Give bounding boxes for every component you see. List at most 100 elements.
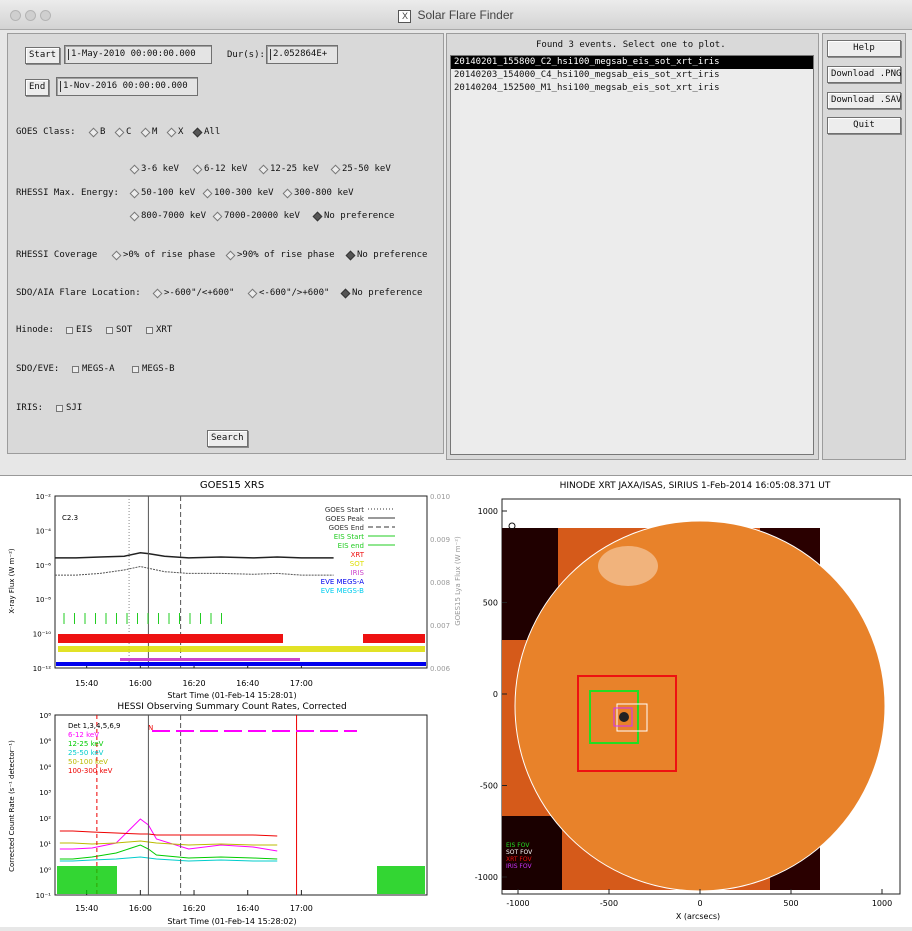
coverage-option-no-preference[interactable]: No preference bbox=[345, 250, 427, 260]
events-list[interactable]: 20140201_155800_C2_hsi100_megsab_eis_sot… bbox=[450, 55, 814, 455]
goes-x-tick-label: 16:40 bbox=[236, 679, 259, 688]
goes-y-tick-label: 10⁻² bbox=[36, 493, 52, 501]
zoom-window-button[interactable] bbox=[40, 10, 51, 21]
event-item[interactable]: 20140203_154000_C4_hsi100_megsab_eis_sot… bbox=[454, 70, 720, 80]
sot-obs-bar bbox=[58, 646, 425, 652]
hessi-xlabel: Start Time (01-Feb-14 15:28:02) bbox=[167, 917, 296, 926]
iris-obs-bar bbox=[120, 658, 300, 661]
download-png-button[interactable]: Download .PNG bbox=[827, 66, 901, 83]
hessi-plot: HESSI Observing Summary Count Rates, Cor… bbox=[8, 702, 428, 926]
xrt-legend-item: EIS FOV bbox=[506, 842, 530, 849]
goes-x-tick-label: 16:00 bbox=[129, 679, 152, 688]
rhessi-energy-label: RHESSI Max. Energy: bbox=[16, 188, 119, 198]
xrt-y-tick-label: 1000 bbox=[478, 507, 498, 516]
coverage-option-90[interactable]: >90% of rise phase bbox=[225, 250, 335, 260]
hessi-night-block bbox=[377, 866, 425, 894]
goes-option-c[interactable]: C bbox=[114, 127, 131, 137]
image-marker bbox=[508, 522, 516, 530]
coverage-option-0[interactable]: >0% of rise phase bbox=[111, 250, 215, 260]
goes-legend-item: IRIS bbox=[351, 569, 365, 577]
xrt-x-tick-label: 500 bbox=[783, 899, 798, 908]
eis-fov-box bbox=[589, 690, 639, 744]
energy-option-no-preference[interactable]: No preference bbox=[312, 211, 394, 221]
search-button[interactable]: Search bbox=[207, 430, 248, 447]
location-option-inner[interactable]: >-600"/<+600" bbox=[152, 288, 234, 298]
hessi-lines bbox=[57, 715, 425, 895]
xrt-fov-box bbox=[577, 675, 677, 772]
goes-option-x[interactable]: X bbox=[166, 127, 183, 137]
start-time-button[interactable]: Start bbox=[25, 47, 61, 64]
goes-option-m[interactable]: M bbox=[140, 127, 157, 137]
energy-option-6-12[interactable]: 6-12 keV bbox=[192, 164, 247, 174]
events-header: Found 3 events. Select one to plot. bbox=[536, 40, 726, 50]
energy-option-50-100[interactable]: 50-100 keV bbox=[129, 188, 195, 198]
hessi-ylabel: Corrected Count Rate (s⁻¹ detector⁻¹) bbox=[8, 740, 16, 872]
goes-y-tick-label: 10⁻⁸ bbox=[36, 596, 52, 604]
eve-megs-b-checkbox[interactable]: MEGS-B bbox=[132, 364, 175, 374]
goes-y2-tick-label: 0.008 bbox=[430, 579, 450, 587]
goes-y-tick-label: 10⁻¹² bbox=[33, 665, 51, 673]
active-region-contour bbox=[619, 712, 629, 722]
hessi-y-tick-label: 10⁻¹ bbox=[36, 892, 52, 900]
energy-option-100-300[interactable]: 100-300 keV bbox=[202, 188, 274, 198]
goes-ylabel: X-ray Flux (W m⁻²) bbox=[8, 548, 16, 613]
radio-icon bbox=[166, 127, 177, 137]
hinode-eis-checkbox[interactable]: EIS bbox=[66, 325, 92, 335]
xrt-xlabel: X (arcsecs) bbox=[676, 912, 720, 921]
goes-legend-item: GOES End bbox=[329, 524, 364, 532]
goes-x-tick-label: 17:00 bbox=[290, 679, 313, 688]
hessi-title: HESSI Observing Summary Count Rates, Cor… bbox=[117, 702, 346, 712]
end-time-field[interactable]: 1-Nov-2016 00:00:00.000 bbox=[56, 77, 198, 96]
hessi-y-tick-label: 10² bbox=[39, 815, 51, 823]
xrt-y-tick-label: 500 bbox=[483, 599, 498, 608]
checkbox-icon bbox=[66, 326, 73, 334]
energy-option-3-6[interactable]: 3-6 keV bbox=[129, 164, 179, 174]
window-title: Solar Flare Finder bbox=[417, 8, 514, 22]
goes-legend-item: SOT bbox=[350, 560, 365, 568]
help-button[interactable]: Help bbox=[827, 40, 901, 57]
energy-option-300-800[interactable]: 300-800 keV bbox=[282, 188, 354, 198]
energy-option-7000-20000[interactable]: 7000-20000 keV bbox=[212, 211, 300, 221]
energy-option-12-25[interactable]: 12-25 keV bbox=[258, 164, 319, 174]
hessi-y-tick-label: 10⁶ bbox=[39, 738, 51, 746]
location-option-no-preference[interactable]: No preference bbox=[340, 288, 422, 298]
goes-title: GOES15 XRS bbox=[200, 480, 264, 491]
checkbox-icon bbox=[132, 365, 139, 373]
location-option-outer[interactable]: <-600"/>+600" bbox=[247, 288, 329, 298]
goes-option-b[interactable]: B bbox=[88, 127, 105, 137]
goes-legend-item: EVE MEGS-A bbox=[321, 578, 365, 586]
end-time-button[interactable]: End bbox=[25, 79, 50, 96]
hessi-y-tick-label: 10³ bbox=[39, 789, 51, 797]
minimize-window-button[interactable] bbox=[25, 10, 36, 21]
checkbox-icon bbox=[56, 404, 63, 412]
start-time-field[interactable]: 1-May-2010 00:00:00.000 bbox=[64, 45, 212, 64]
energy-option-800-7000[interactable]: 800-7000 keV bbox=[129, 211, 206, 221]
event-item[interactable]: 20140204_152500_M1_hsi100_megsab_eis_sot… bbox=[454, 83, 720, 93]
hessi-x-tick-label: 17:00 bbox=[290, 904, 313, 913]
iris-sji-checkbox[interactable]: SJI bbox=[56, 403, 82, 413]
window-controls[interactable] bbox=[10, 10, 55, 24]
eve-megs-a-checkbox[interactable]: MEGS-A bbox=[72, 364, 115, 374]
hessi-legend-item: 25-50 keV bbox=[68, 749, 104, 757]
download-sav-button[interactable]: Download .SAV bbox=[827, 92, 901, 109]
plots-svg: GOES15 XRS C2.3 X-ray Flux (W m⁻²) GOES1… bbox=[8, 480, 901, 926]
goes-y-tick-label: 10⁻⁶ bbox=[36, 562, 52, 570]
duration-field[interactable]: 2.052864E+ bbox=[266, 45, 338, 64]
hinode-xrt-checkbox[interactable]: XRT bbox=[146, 325, 172, 335]
xrt-image-plot: HINODE XRT JAXA/ISAS, SIRIUS 1-Feb-2014 … bbox=[475, 481, 901, 921]
quit-button[interactable]: Quit bbox=[827, 117, 901, 134]
hessi-legend-item: 100-300 keV bbox=[68, 767, 113, 775]
xrt-x-tick-label: 1000 bbox=[872, 899, 892, 908]
close-window-button[interactable] bbox=[10, 10, 21, 21]
goes-option-all[interactable]: All bbox=[192, 127, 220, 137]
radio-icon bbox=[212, 211, 223, 221]
event-item[interactable]: 20140201_155800_C2_hsi100_megsab_eis_sot… bbox=[451, 56, 813, 69]
energy-option-25-50[interactable]: 25-50 keV bbox=[330, 164, 391, 174]
xrt-legend-item: SOT FOV bbox=[506, 849, 533, 856]
goes-class-label: GOES Class: bbox=[16, 127, 76, 137]
hinode-sot-checkbox[interactable]: SOT bbox=[106, 325, 132, 335]
goes-series-line bbox=[55, 552, 334, 559]
xrt-obs-bar bbox=[58, 634, 283, 643]
radio-selected-icon bbox=[312, 211, 323, 221]
